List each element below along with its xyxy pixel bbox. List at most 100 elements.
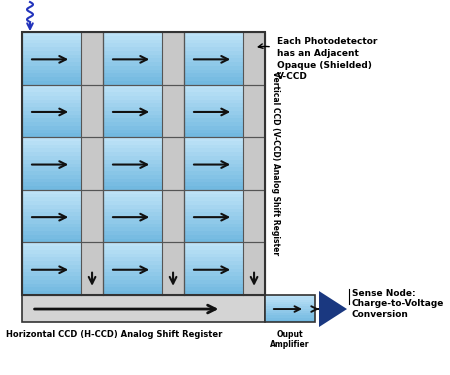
Bar	[184, 250, 243, 254]
Bar	[184, 235, 243, 238]
Bar	[265, 297, 315, 300]
Bar	[22, 171, 81, 175]
Bar	[22, 254, 81, 257]
Bar	[22, 167, 81, 171]
Bar	[184, 216, 243, 220]
Bar	[184, 104, 243, 107]
Bar	[265, 315, 315, 318]
Bar	[22, 100, 81, 104]
Bar	[265, 300, 315, 302]
Bar	[184, 257, 243, 261]
Bar	[184, 167, 243, 171]
Bar	[22, 265, 81, 269]
Bar	[103, 85, 184, 137]
Bar	[265, 304, 315, 306]
Bar	[184, 36, 243, 39]
Bar	[184, 254, 243, 257]
Bar	[162, 190, 184, 242]
Bar	[22, 269, 81, 273]
Bar	[243, 137, 265, 190]
Bar	[81, 32, 103, 85]
Bar	[184, 284, 243, 288]
Bar	[22, 212, 81, 216]
Bar	[184, 186, 243, 190]
Bar	[103, 242, 184, 295]
Bar	[22, 32, 81, 36]
Bar	[103, 220, 162, 224]
Bar	[184, 288, 243, 291]
Bar	[103, 156, 162, 160]
Bar	[265, 313, 315, 315]
Bar	[22, 235, 81, 238]
Bar	[22, 126, 81, 130]
Bar	[184, 126, 243, 130]
Bar	[103, 190, 162, 194]
Bar	[184, 261, 243, 265]
Bar	[184, 54, 243, 58]
Bar	[243, 190, 265, 242]
Bar	[103, 257, 162, 261]
Bar	[103, 265, 162, 269]
Bar	[22, 190, 81, 194]
Bar	[184, 238, 243, 242]
Bar	[184, 212, 243, 216]
Bar	[22, 182, 81, 186]
Bar	[22, 291, 81, 295]
Bar	[184, 220, 243, 224]
Text: Vertical CCD (V-CCD) Analog Shift Register: Vertical CCD (V-CCD) Analog Shift Regist…	[271, 71, 280, 256]
Bar	[265, 318, 315, 320]
Bar	[22, 137, 103, 190]
Bar	[184, 81, 243, 85]
Bar	[184, 182, 243, 186]
Bar	[22, 47, 81, 51]
Bar	[81, 242, 103, 295]
Bar	[184, 66, 243, 70]
Bar	[184, 88, 243, 92]
Bar	[184, 178, 243, 182]
Bar	[22, 250, 81, 254]
Bar	[22, 96, 81, 100]
Bar	[184, 85, 243, 88]
Bar	[184, 39, 243, 43]
Bar	[103, 280, 162, 284]
Bar	[184, 273, 243, 276]
Bar	[22, 273, 81, 276]
Bar	[184, 190, 243, 194]
Bar	[243, 242, 265, 295]
Bar	[103, 276, 162, 280]
Bar	[103, 186, 162, 190]
Bar	[22, 145, 81, 148]
Bar	[184, 156, 243, 160]
Bar	[22, 58, 81, 62]
Polygon shape	[319, 291, 347, 327]
Bar	[22, 74, 81, 77]
Bar	[184, 194, 243, 197]
Bar	[184, 242, 243, 246]
Bar	[22, 130, 81, 134]
Bar	[184, 175, 243, 178]
Bar	[103, 216, 162, 220]
Bar	[22, 205, 81, 209]
Bar	[103, 212, 162, 216]
Text: Each Photodetector
has an Adjacent
Opaque (Shielded)
V-CCD: Each Photodetector has an Adjacent Opaqu…	[277, 37, 378, 81]
Bar	[184, 92, 243, 96]
Bar	[22, 51, 81, 54]
Bar	[184, 242, 265, 295]
Bar	[22, 175, 81, 178]
Bar	[22, 70, 81, 74]
Bar	[22, 194, 81, 197]
Bar	[265, 306, 315, 309]
Bar	[184, 62, 243, 66]
Bar	[103, 32, 184, 85]
Bar	[184, 70, 243, 74]
Bar	[22, 220, 81, 224]
Bar	[22, 92, 81, 96]
Bar	[103, 58, 162, 62]
Bar	[103, 250, 162, 254]
Bar	[243, 32, 265, 85]
Bar	[22, 280, 81, 284]
Bar	[103, 51, 162, 54]
Bar	[22, 32, 103, 85]
Bar	[103, 254, 162, 257]
Bar	[22, 276, 81, 280]
